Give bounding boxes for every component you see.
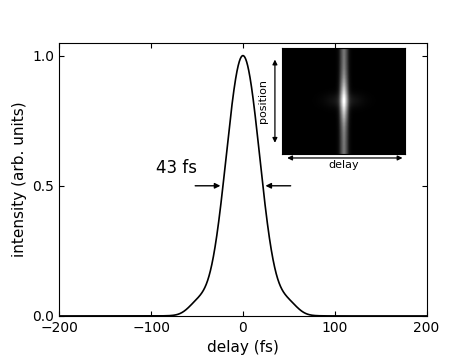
Text: position: position — [258, 79, 268, 123]
Text: delay: delay — [328, 160, 359, 170]
Y-axis label: intensity (arb. units): intensity (arb. units) — [12, 102, 27, 257]
X-axis label: delay (fs): delay (fs) — [207, 340, 279, 355]
Text: 43 fs: 43 fs — [155, 159, 197, 177]
